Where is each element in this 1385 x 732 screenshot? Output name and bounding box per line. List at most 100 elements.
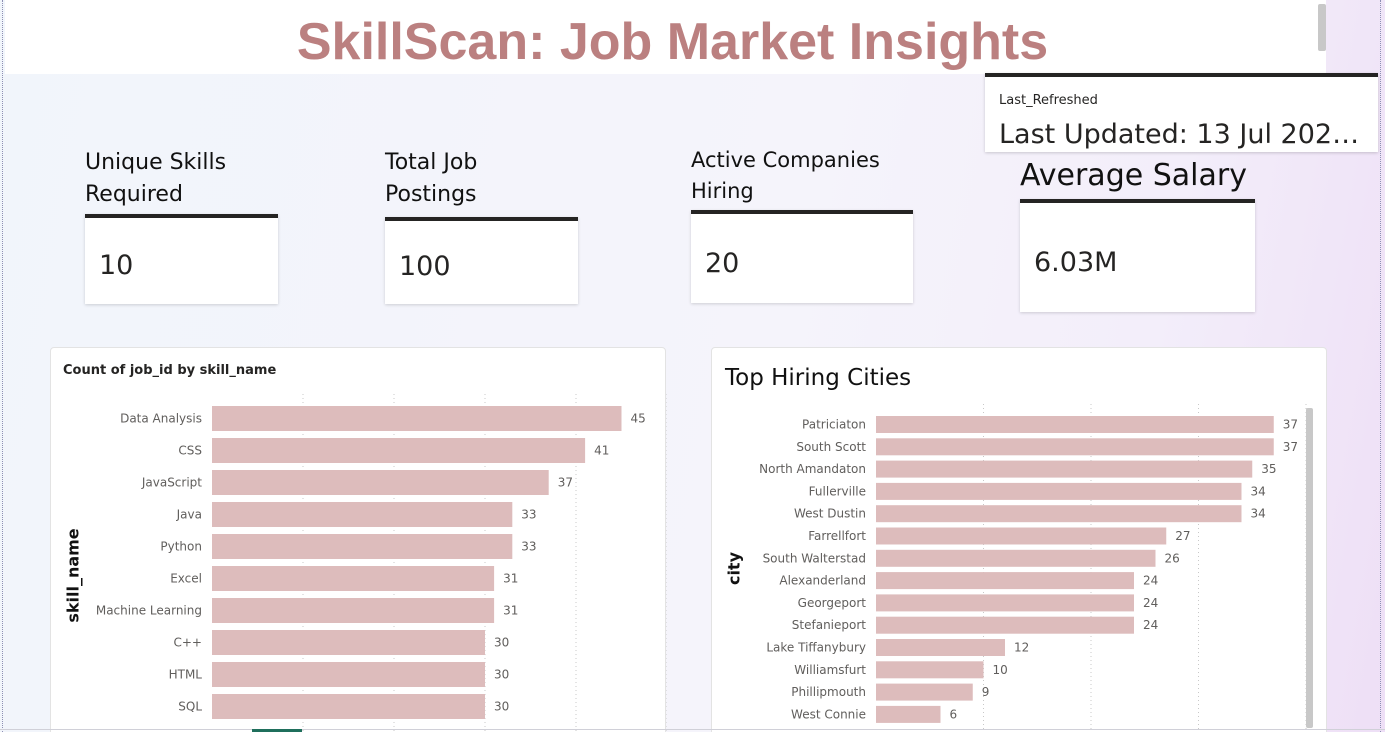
data-label: 41 bbox=[594, 444, 609, 458]
kpi-total-postings-value: 100 bbox=[399, 251, 451, 282]
category-label: Williamsfurt bbox=[794, 663, 866, 677]
title-band: SkillScan: Job Market Insights bbox=[5, 0, 1326, 74]
data-label: 24 bbox=[1143, 618, 1158, 632]
category-label: Lake Tiffanybury bbox=[766, 641, 866, 655]
data-label: 35 bbox=[1261, 462, 1276, 476]
category-label: West Connie bbox=[791, 707, 866, 721]
data-label: 26 bbox=[1165, 551, 1180, 565]
bar bbox=[876, 616, 1134, 634]
category-label: JavaScript bbox=[141, 476, 202, 490]
data-label: 37 bbox=[1283, 418, 1298, 432]
category-label: South Scott bbox=[796, 440, 866, 454]
skills-chart-title: Count of job_id by skill_name bbox=[63, 363, 277, 378]
kpi-average-salary-title: Average Salary bbox=[1020, 158, 1247, 193]
category-label: Alexanderland bbox=[779, 574, 866, 588]
data-label: 24 bbox=[1143, 596, 1158, 610]
kpi-total-postings-card[interactable]: 100 bbox=[385, 217, 578, 304]
data-label: 10 bbox=[993, 663, 1008, 677]
category-label: Python bbox=[160, 540, 202, 554]
category-label: Georgeport bbox=[798, 596, 867, 610]
title-scrollbar[interactable] bbox=[1318, 4, 1326, 51]
category-label: Phillipmouth bbox=[791, 685, 866, 699]
category-label: Data Analysis bbox=[120, 412, 202, 426]
bar bbox=[212, 470, 549, 495]
bar bbox=[876, 661, 984, 679]
bar bbox=[876, 549, 1156, 567]
data-label: 9 bbox=[982, 685, 990, 699]
category-label: Patriciaton bbox=[802, 418, 866, 432]
data-label: 34 bbox=[1251, 507, 1266, 521]
kpi-unique-skills-title: Unique Skills Required bbox=[85, 150, 227, 207]
category-label: Machine Learning bbox=[96, 604, 202, 618]
category-label: Fullerville bbox=[809, 484, 866, 498]
category-label: Stefanieport bbox=[792, 618, 866, 632]
skills-bar-chart: Data Analysis 45 CSS 41 JavaScript 37 Java 33 Py… bbox=[96, 394, 667, 732]
data-label: 24 bbox=[1143, 574, 1158, 588]
kpi-total-postings-title: Total Job Postings bbox=[385, 150, 478, 207]
kpi-active-companies-card[interactable]: 20 bbox=[691, 210, 913, 303]
category-label: HTML bbox=[169, 668, 203, 682]
cities-chart-card[interactable]: Top Hiring Cities city Patriciaton 37 Sout… bbox=[711, 347, 1327, 732]
bar bbox=[212, 630, 485, 655]
bar bbox=[876, 572, 1134, 590]
data-label: 31 bbox=[503, 604, 518, 618]
kpi-unique-skills-value: 10 bbox=[99, 250, 134, 281]
kpi-active-companies-title: Active Companies Hiring bbox=[691, 148, 880, 203]
data-label: 12 bbox=[1014, 641, 1029, 655]
bar bbox=[876, 705, 941, 723]
bar bbox=[212, 694, 485, 719]
bar bbox=[212, 598, 495, 623]
category-label: North Amandaton bbox=[759, 462, 866, 476]
bar bbox=[876, 416, 1274, 433]
cities-chart-title: Top Hiring Cities bbox=[725, 365, 912, 391]
bar bbox=[212, 438, 586, 463]
bar bbox=[876, 527, 1167, 545]
bar bbox=[876, 594, 1134, 612]
bar bbox=[212, 566, 495, 591]
last-refreshed-label: Last_Refreshed bbox=[999, 93, 1098, 108]
skills-chart-card[interactable]: Count of job_id by skill_name skill_name… bbox=[50, 347, 667, 732]
category-label: SQL bbox=[178, 700, 202, 714]
category-label: CSS bbox=[178, 444, 202, 458]
last-refreshed-value: Last Updated: 13 Jul 2025 00:00 bbox=[999, 119, 1369, 150]
bar bbox=[876, 505, 1242, 523]
bar bbox=[212, 662, 485, 687]
category-label: Java bbox=[176, 508, 202, 522]
kpi-active-companies-value: 20 bbox=[705, 248, 740, 279]
cities-chart-scrollbar[interactable] bbox=[1306, 408, 1313, 728]
bar bbox=[876, 683, 973, 701]
data-label: 30 bbox=[494, 668, 509, 682]
active-page-tab-indicator[interactable] bbox=[252, 729, 302, 732]
category-label: South Walterstad bbox=[763, 551, 866, 565]
data-label: 45 bbox=[631, 412, 646, 426]
report-title: SkillScan: Job Market Insights bbox=[296, 13, 1049, 71]
category-label: Farrellfort bbox=[808, 529, 866, 543]
data-label: 31 bbox=[503, 572, 518, 586]
page-border-left bbox=[2, 0, 3, 732]
last-refreshed-card[interactable]: Last_Refreshed Last Updated: 13 Jul 2025… bbox=[985, 73, 1378, 152]
kpi-unique-skills-card[interactable]: 10 bbox=[85, 214, 278, 304]
kpi-average-salary-card[interactable]: 6.03M bbox=[1020, 199, 1255, 312]
data-label: 30 bbox=[494, 636, 509, 650]
page-border-right bbox=[1380, 0, 1381, 732]
bar bbox=[212, 406, 622, 431]
bar bbox=[876, 482, 1242, 500]
category-label: West Dustin bbox=[794, 507, 866, 521]
data-label: 27 bbox=[1175, 529, 1190, 543]
data-label: 33 bbox=[521, 540, 536, 554]
data-label: 30 bbox=[494, 700, 509, 714]
bar bbox=[212, 502, 513, 527]
cities-bar-chart: Patriciaton 37 South Scott 37 North Amandato… bbox=[759, 404, 1307, 732]
bar bbox=[876, 460, 1253, 478]
bar bbox=[876, 438, 1274, 456]
data-label: 37 bbox=[1283, 440, 1298, 454]
category-label: C++ bbox=[174, 636, 203, 650]
data-label: 33 bbox=[521, 508, 536, 522]
data-label: 6 bbox=[950, 707, 958, 721]
category-label: Excel bbox=[170, 572, 202, 586]
page-tab-strip bbox=[0, 729, 1385, 730]
bar bbox=[876, 639, 1005, 656]
data-label: 37 bbox=[558, 476, 573, 490]
kpi-average-salary-value: 6.03M bbox=[1034, 247, 1118, 278]
bar bbox=[212, 534, 513, 559]
